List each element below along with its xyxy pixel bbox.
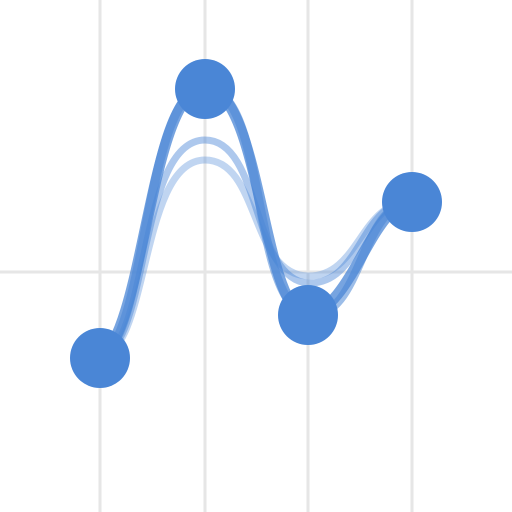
control-point[interactable] <box>175 59 235 119</box>
control-point-group[interactable] <box>70 59 442 388</box>
curve-group <box>94 82 418 364</box>
control-point[interactable] <box>70 328 130 388</box>
curve-path <box>94 82 418 364</box>
control-point[interactable] <box>278 285 338 345</box>
control-point[interactable] <box>382 172 442 232</box>
curve-path <box>96 156 416 362</box>
